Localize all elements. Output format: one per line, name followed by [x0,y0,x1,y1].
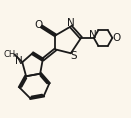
Text: N: N [89,30,97,40]
Text: N: N [15,56,23,66]
Text: CH₃: CH₃ [3,50,19,59]
Text: O: O [112,33,121,43]
Text: O: O [34,20,42,30]
Text: N: N [67,18,75,28]
Text: S: S [70,51,77,61]
